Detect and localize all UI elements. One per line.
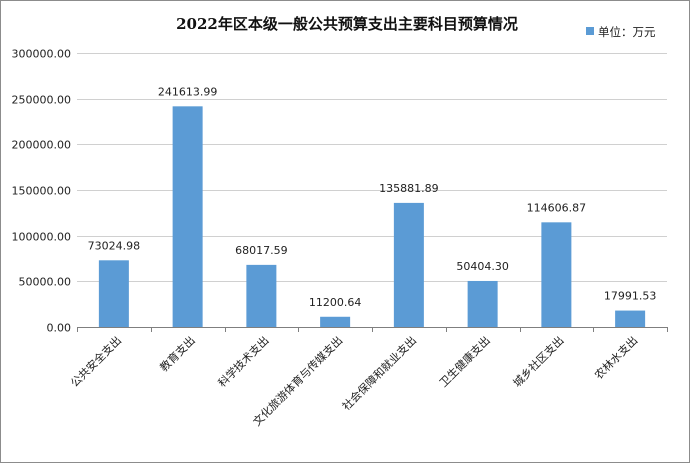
bar [393, 202, 424, 327]
bar [320, 316, 351, 327]
data-label: 135881.89 [379, 182, 439, 195]
x-tick-label: 卫生健康支出 [436, 333, 493, 390]
y-tick-label: 150000.00 [12, 185, 72, 198]
x-tick-label: 教育支出 [157, 333, 198, 374]
bar [246, 264, 277, 327]
bar [467, 280, 498, 327]
data-label: 114606.87 [527, 201, 587, 214]
x-tick-label: 公共安全支出 [67, 333, 124, 390]
legend-swatch [586, 27, 594, 35]
data-labels: 73024.98 241613.99 68017.59 11200.64 135881.… [88, 85, 657, 308]
y-tick-label: 250000.00 [12, 94, 72, 107]
bar [541, 222, 572, 327]
bar [98, 260, 129, 327]
x-tick-label: 城乡社区支出 [510, 333, 567, 390]
bar [172, 106, 203, 327]
bars [98, 106, 646, 327]
y-axis-ticks: 0.00 50000.00 100000.00 150000.00 200000.00 2… [12, 48, 72, 335]
data-label: 73024.98 [88, 239, 141, 252]
y-tick-label: 0.00 [47, 322, 72, 335]
data-label: 68017.59 [235, 244, 288, 257]
y-tick-label: 200000.00 [12, 139, 72, 152]
data-label: 17991.53 [604, 290, 657, 303]
x-tick-label: 科学技术支出 [215, 333, 272, 390]
x-tick-label: 农林水支出 [591, 333, 640, 382]
y-tick-label: 100000.00 [12, 231, 72, 244]
data-label: 11200.64 [309, 296, 362, 309]
chart-title: 2022年区本级一般公共预算支出主要科目预算情况 [176, 15, 518, 33]
y-tick-label: 300000.00 [12, 48, 72, 61]
data-label: 241613.99 [158, 85, 218, 98]
data-label: 50404.30 [456, 260, 509, 273]
bar [615, 310, 646, 327]
x-tick-label: 社会保障和就业支出 [339, 333, 419, 413]
legend-label: 单位：万元 [598, 25, 656, 39]
y-tick-label: 50000.00 [19, 276, 72, 289]
legend: 单位：万元 [586, 25, 656, 39]
